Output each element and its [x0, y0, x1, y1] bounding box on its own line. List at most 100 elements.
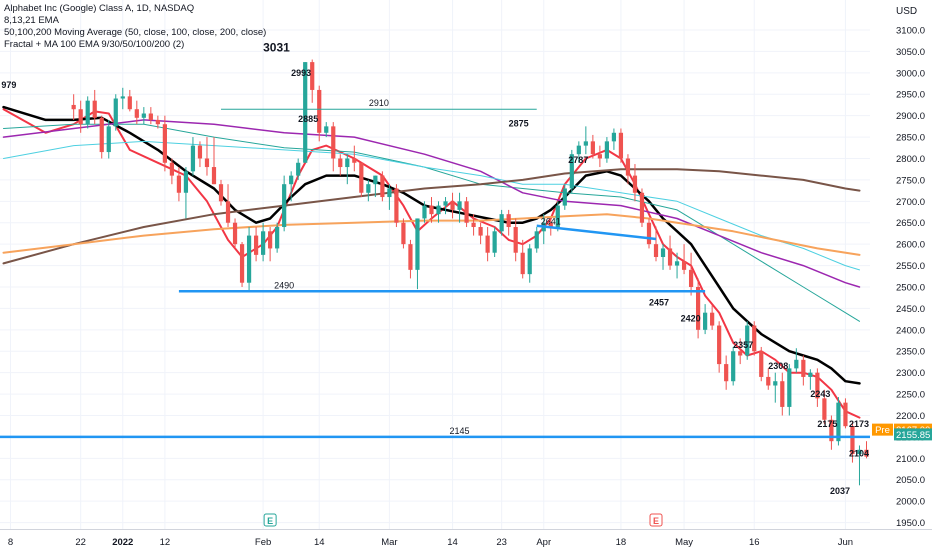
candle-body	[604, 141, 609, 159]
x-tick-label: 23	[496, 537, 507, 548]
candles	[71, 59, 876, 486]
price-annotation: 2457	[649, 297, 669, 307]
x-tick-label: 8	[8, 537, 13, 548]
candle-body	[225, 201, 231, 223]
price-annotation: 2037	[830, 486, 850, 496]
candle-body	[141, 113, 146, 118]
candle-body	[71, 104, 76, 110]
price-annotation: 979	[1, 80, 16, 90]
y-tick-label: 2450.0	[896, 304, 925, 315]
earnings-marker-label: E	[653, 516, 659, 526]
x-tick-label: Mar	[381, 537, 397, 548]
candle-body	[415, 218, 420, 270]
candle-body	[303, 62, 308, 163]
candle-body	[113, 98, 118, 127]
candle-body	[464, 201, 469, 223]
earnings-marker	[649, 513, 663, 527]
candle-body	[190, 145, 196, 172]
candle-body	[688, 269, 694, 287]
y-tick-label: 2950.0	[896, 90, 925, 101]
candle-body	[759, 351, 764, 377]
x-tick-label: 16	[749, 537, 760, 548]
price-tag-value: 2155.85	[896, 430, 930, 441]
candle-body	[471, 222, 476, 228]
ma-line	[3, 123, 860, 322]
price-annotation: 3031	[263, 40, 290, 54]
candle-body	[829, 419, 834, 442]
candle-body	[429, 205, 434, 215]
y-tick-label: 2800.0	[896, 154, 925, 165]
price-tag-label: Pre	[875, 425, 890, 436]
candle-body	[331, 126, 336, 159]
level-line-label: 2641	[541, 216, 561, 226]
candle-body	[801, 359, 806, 377]
candle-body	[394, 188, 399, 223]
candle-body	[282, 184, 287, 228]
y-tick-label: 2250.0	[896, 390, 925, 401]
chart-legend: Alphabet Inc (Google) Class A, 1D, NASDA…	[4, 3, 266, 51]
candle-body	[85, 100, 90, 125]
candle-body	[815, 372, 820, 399]
candle-body	[450, 201, 455, 210]
x-tick-label: 22	[75, 537, 86, 548]
x-tick-label: Jun	[838, 537, 853, 548]
candle-body	[296, 162, 301, 176]
legend-ema: 8,13,21 EMA	[4, 15, 59, 26]
price-annotation: 2875	[509, 118, 529, 128]
y-tick-label: 2200.0	[896, 411, 925, 422]
level-line-label: 2910	[369, 98, 389, 108]
level-line-label: 2145	[450, 426, 470, 436]
price-tag-bg	[894, 428, 932, 441]
candle-body	[569, 154, 574, 189]
x-tick-label: Feb	[255, 537, 271, 548]
candle-body	[310, 62, 315, 90]
candle-body	[197, 145, 203, 159]
candle-body	[380, 175, 385, 198]
candle-body	[836, 402, 841, 442]
candle-body	[317, 89, 322, 133]
candle-body	[717, 325, 722, 365]
candle-body	[366, 184, 371, 193]
candle-body	[660, 248, 666, 258]
grid	[0, 0, 870, 529]
y-tick-label: 2050.0	[896, 475, 925, 486]
candle-body	[176, 175, 182, 193]
y-tick-label: 2900.0	[896, 111, 925, 122]
candle-body	[808, 372, 813, 377]
y-tick-label: 2400.0	[896, 325, 925, 336]
candle-body	[667, 248, 673, 266]
candle-body	[752, 325, 757, 352]
candle-body	[583, 141, 588, 146]
price-annotation: 2993	[291, 68, 311, 78]
candle-body	[724, 364, 729, 382]
price-annotation: 2787	[568, 155, 588, 165]
legend-fractal: Fractal + MA 100 EMA 9/30/50/100/200 (2)	[4, 39, 185, 50]
level-line-label: 2490	[274, 280, 294, 290]
price-annotation: 2104	[849, 449, 869, 459]
candle-body	[520, 252, 525, 275]
candle-body	[794, 359, 799, 369]
candle-body	[590, 141, 595, 155]
candle-body	[261, 231, 266, 255]
candle-body	[422, 205, 427, 219]
candle-body	[92, 100, 97, 118]
price-axis: 1950.02000.02050.02100.02150.02200.02250…	[896, 25, 925, 529]
currency-label: USD	[896, 6, 917, 17]
x-tick-label: 14	[314, 537, 325, 548]
y-tick-label: 3100.0	[896, 25, 925, 36]
level-lines[interactable]: 2910 2490 2145 2641	[0, 98, 870, 439]
price-annotation: 2243	[810, 389, 830, 399]
candle-body	[268, 231, 273, 249]
candle-body	[457, 201, 462, 210]
candle-body	[373, 175, 378, 185]
candle-body	[562, 188, 567, 206]
y-tick-label: 2000.0	[896, 497, 925, 508]
candle-body	[99, 117, 104, 153]
y-tick-label: 3000.0	[896, 68, 925, 79]
candle-body	[289, 175, 294, 185]
price-tags: Pre2167.002155.85	[872, 423, 932, 441]
candle-body	[674, 261, 680, 266]
earnings-marker-label: E	[267, 516, 273, 526]
level-line	[536, 224, 657, 241]
